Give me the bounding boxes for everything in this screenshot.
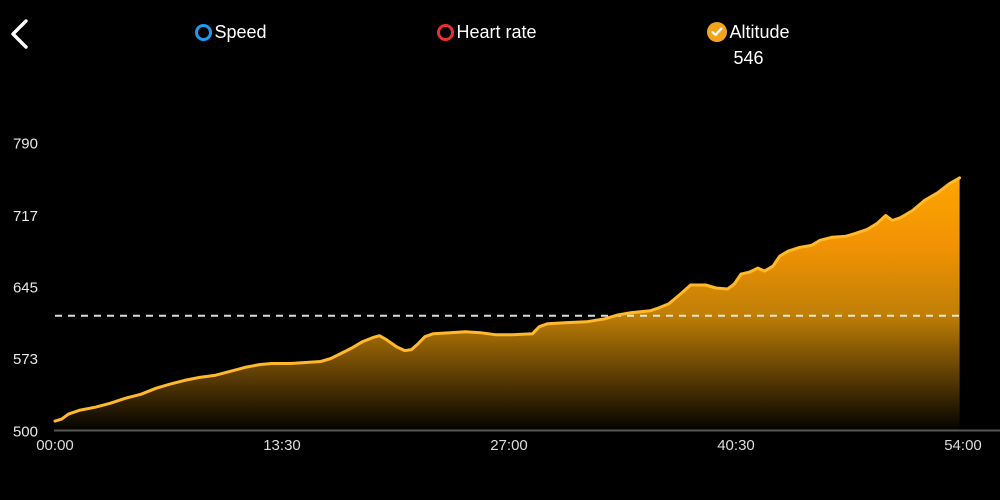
altitude-line	[53, 176, 962, 423]
altitude-area	[55, 177, 960, 432]
altitude-selected-check-icon	[707, 22, 728, 42]
speed-ring-icon	[195, 23, 213, 41]
y-tick-label: 717	[13, 208, 38, 225]
legend-item-speed[interactable]: Speed	[195, 21, 267, 43]
y-tick-label: 790	[13, 135, 38, 152]
x-tick-label: 13:30	[263, 437, 301, 454]
legend-label-speed: Speed	[214, 22, 267, 42]
x-tick-label: 00:00	[36, 437, 74, 454]
back-chevron-icon	[11, 19, 28, 49]
heart-rate-ring-icon	[437, 23, 455, 41]
y-tick-label: 500	[13, 423, 38, 440]
legend-item-heart-rate[interactable]: Heart rate	[437, 21, 537, 43]
x-tick-label: 27:00	[490, 437, 528, 454]
legend-label-altitude: Altitude	[729, 22, 790, 42]
x-tick-label: 40:30	[717, 437, 755, 454]
legend-item-altitude[interactable]: Altitude 546	[707, 21, 790, 69]
y-tick-label: 645	[13, 279, 38, 296]
x-tick-label: 54:00	[944, 437, 982, 454]
back-button[interactable]	[2, 12, 38, 56]
y-tick-label: 573	[13, 351, 38, 368]
altitude-value: 546	[733, 48, 764, 68]
legend-label-heart-rate: Heart rate	[456, 22, 537, 42]
chart-legend: Speed Heart rate Altitude 546	[110, 21, 875, 69]
